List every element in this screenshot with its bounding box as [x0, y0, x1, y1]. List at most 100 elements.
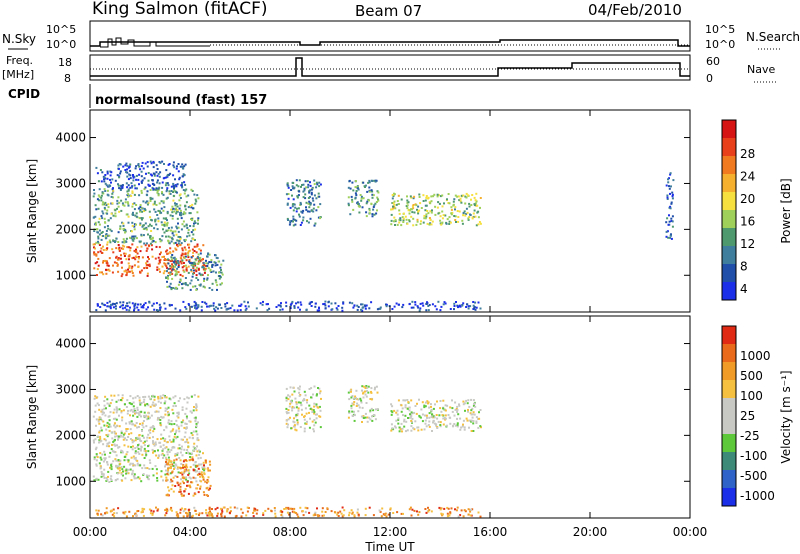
heatmap-cell	[164, 456, 167, 459]
heatmap-cell	[171, 238, 174, 241]
heatmap-cell	[135, 223, 137, 226]
heatmap-cell	[112, 264, 114, 267]
heatmap-cell	[133, 228, 136, 231]
heatmap-cell	[392, 207, 395, 210]
heatmap-cell	[198, 473, 201, 476]
heatmap-cell	[211, 508, 213, 510]
heatmap-cell	[667, 181, 670, 184]
heatmap-cell	[180, 242, 183, 245]
heatmap-cell	[262, 513, 265, 516]
heatmap-cell	[179, 482, 182, 485]
heatmap-cell	[297, 387, 300, 390]
heatmap-cell	[112, 411, 115, 414]
heatmap-cell	[136, 246, 139, 249]
heatmap-cell	[132, 174, 134, 176]
heatmap-cell	[95, 453, 98, 456]
heatmap-cell	[159, 161, 162, 164]
heatmap-cell	[125, 213, 128, 216]
heatmap-cell	[185, 465, 188, 468]
heatmap-cell	[353, 514, 356, 517]
heatmap-cell	[106, 511, 109, 514]
heatmap-cell	[379, 306, 382, 309]
heatmap-cell	[200, 309, 203, 312]
heatmap-cell	[330, 510, 333, 513]
heatmap-cell	[185, 415, 188, 418]
heatmap-cell	[280, 302, 282, 305]
heatmap-cell	[439, 219, 442, 222]
heatmap-cell	[177, 427, 180, 430]
heatmap-cell	[121, 185, 124, 188]
heatmap-cell	[161, 416, 164, 419]
heatmap-cell	[182, 515, 185, 518]
heatmap-cell	[151, 174, 153, 177]
heatmap-cell	[182, 494, 185, 497]
heatmap-cell	[424, 405, 427, 408]
heatmap-cell	[362, 197, 365, 200]
heatmap-cell	[368, 181, 371, 184]
heatmap-cell	[133, 408, 136, 411]
heatmap-cell	[441, 221, 444, 224]
heatmap-cell	[167, 421, 170, 424]
heatmap-cell	[306, 420, 308, 423]
heatmap-cell	[126, 471, 129, 474]
heatmap-cell	[296, 195, 299, 198]
heatmap-cell	[112, 196, 114, 199]
heatmap-cell	[453, 423, 456, 425]
heatmap-cell	[142, 167, 145, 170]
heatmap-cell	[361, 385, 364, 388]
heatmap-cell	[379, 307, 382, 310]
heatmap-cell	[375, 201, 378, 203]
heatmap-cell	[142, 224, 145, 227]
heatmap-cell	[203, 464, 205, 467]
heatmap-cell	[148, 263, 151, 266]
heatmap-cell	[174, 265, 176, 268]
heatmap-cell	[153, 308, 156, 311]
heatmap-cell	[298, 190, 301, 193]
heatmap-cell	[108, 234, 111, 237]
heatmap-cell	[131, 224, 134, 227]
heatmap-cell	[404, 399, 407, 402]
heatmap-cell	[124, 231, 126, 234]
heatmap-cell	[139, 250, 142, 253]
heatmap-cell	[125, 171, 128, 174]
heatmap-cell	[202, 491, 205, 494]
heatmap-cell	[464, 409, 466, 412]
heatmap-cell	[128, 254, 131, 257]
heatmap-cell	[408, 508, 411, 511]
heatmap-cell	[103, 411, 105, 414]
heatmap-cell	[287, 409, 290, 411]
heatmap-cell	[287, 193, 290, 195]
heatmap-cell	[140, 402, 143, 404]
heatmap-cell	[289, 221, 292, 224]
heatmap-cell	[347, 416, 350, 419]
heatmap-cell	[364, 307, 367, 310]
heatmap-cell	[168, 303, 171, 306]
heatmap-cell	[177, 514, 180, 517]
heatmap-cell	[376, 209, 378, 212]
heatmap-cell	[199, 273, 202, 276]
heatmap-cell	[111, 271, 114, 274]
heatmap-cell	[171, 254, 174, 256]
heatmap-cell	[179, 279, 182, 282]
heatmap-cell	[371, 213, 374, 216]
colorbar-frame	[721, 325, 737, 507]
heatmap-cell	[414, 301, 417, 304]
heatmap-cell	[454, 208, 456, 211]
heatmap-cell	[298, 215, 301, 218]
heatmap-cell	[165, 458, 168, 461]
heatmap-cell	[389, 507, 392, 510]
heatmap-cell	[125, 162, 128, 165]
heatmap-cell	[471, 508, 474, 511]
heatmap-cell	[196, 470, 198, 473]
heatmap-cell	[138, 399, 141, 402]
heatmap-cell	[671, 193, 674, 196]
heatmap-cell	[286, 511, 289, 514]
heatmap-cell	[166, 219, 168, 222]
heatmap-cell	[233, 506, 236, 509]
heatmap-cell	[170, 420, 173, 423]
heatmap-cell	[281, 515, 284, 518]
heatmap-cell	[310, 193, 313, 196]
heatmap-cell	[461, 222, 464, 225]
heatmap-cell	[413, 428, 416, 431]
